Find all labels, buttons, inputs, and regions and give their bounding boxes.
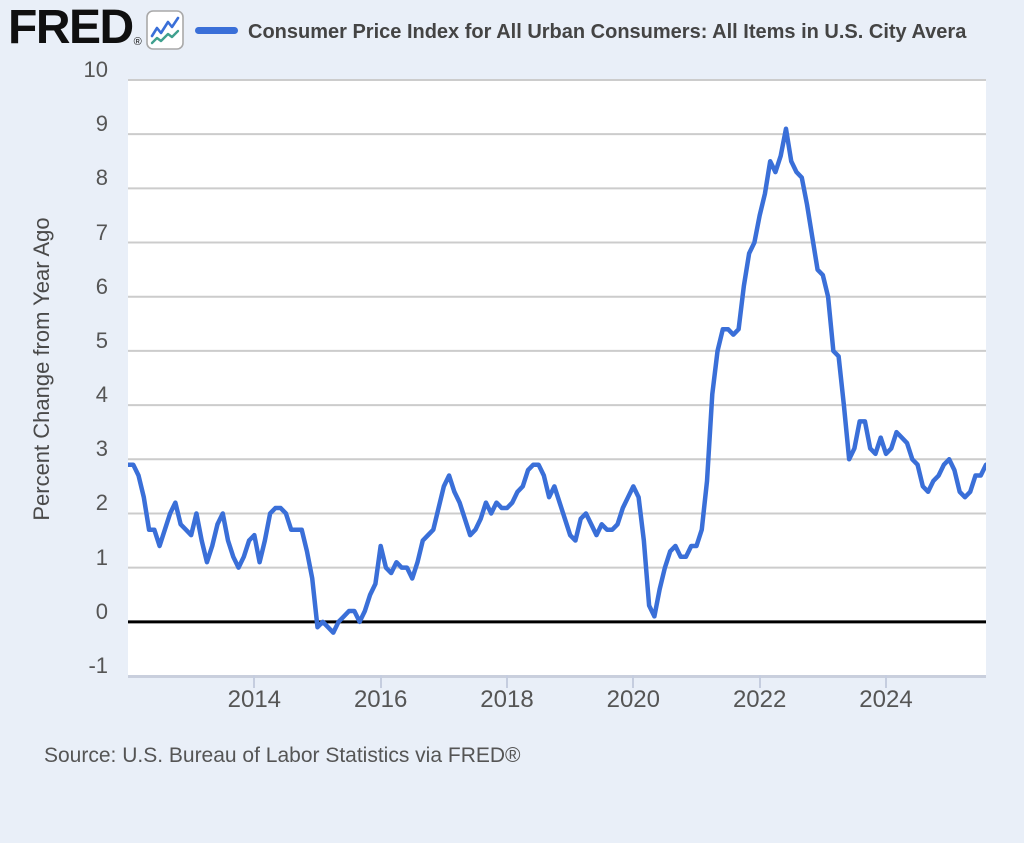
registered-trademark-symbol: ® — [133, 36, 142, 48]
x-tick-label: 2016 — [353, 686, 408, 713]
y-tick-label: 10 — [83, 57, 108, 82]
x-axis-line — [128, 675, 986, 678]
y-tick-label: -1 — [88, 653, 108, 678]
x-tick-mark — [884, 675, 887, 688]
cpi-line-series[interactable] — [128, 126, 986, 635]
plot-svg — [128, 79, 986, 677]
x-tick-mark — [505, 675, 508, 688]
x-tick-mark — [632, 675, 635, 688]
y-tick-label: 2 — [95, 490, 108, 516]
plot-area[interactable] — [128, 79, 986, 677]
y-tick-label: 0 — [95, 598, 108, 624]
fred-logo-link[interactable]: FRED ® — [8, 1, 142, 54]
x-tick-label: 2018 — [480, 686, 534, 713]
y-tick-label: 7 — [95, 219, 108, 245]
y-tick-label: 8 — [95, 165, 108, 191]
x-tick-label: 2024 — [859, 686, 913, 713]
y-tick-label: 3 — [95, 436, 108, 462]
y-tick-label: 6 — [95, 273, 108, 299]
fred-wordmark: FRED — [8, 1, 134, 54]
x-tick-label: 2014 — [227, 686, 282, 713]
x-tick-label: 2022 — [732, 686, 787, 713]
y-tick-label: 4 — [95, 382, 108, 408]
x-tick-mark — [758, 675, 761, 688]
source-text: Source: U.S. Bureau of Labor Statistics … — [44, 744, 521, 767]
fred-chart-icon — [146, 10, 184, 50]
x-tick-label: 2020 — [606, 686, 660, 713]
y-tick-label: 5 — [95, 327, 108, 353]
chart-title: Consumer Price Index for All Urban Consu… — [248, 21, 967, 43]
y-tick-label: 1 — [95, 544, 108, 570]
x-tick-mark — [253, 675, 256, 688]
x-tick-mark — [379, 675, 382, 688]
legend-line-swatch — [195, 27, 238, 34]
y-tick-label: 9 — [95, 111, 108, 137]
